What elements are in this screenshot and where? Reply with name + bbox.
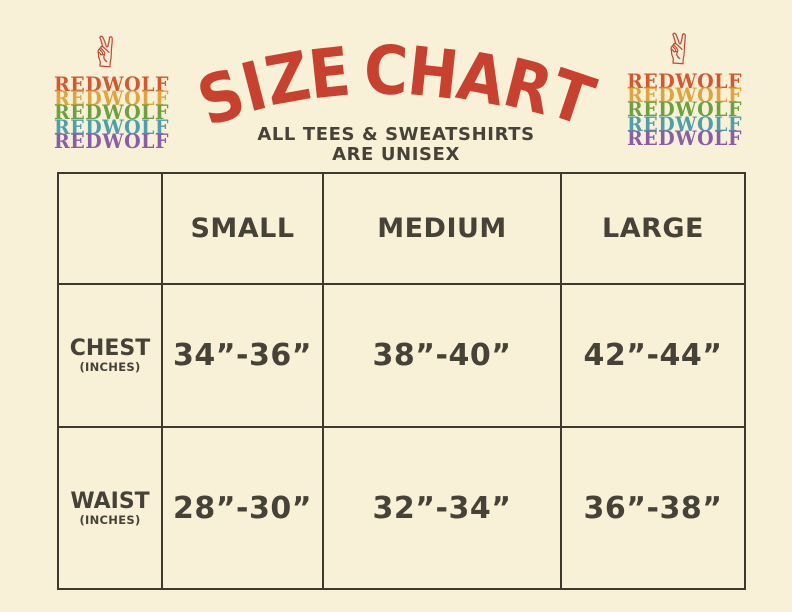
row-unit-text: (INCHES) bbox=[79, 512, 141, 527]
wordmark-row: REDWOLF bbox=[54, 102, 169, 125]
title-letter bbox=[349, 32, 366, 111]
wordmark-row: REDWOLF bbox=[54, 73, 169, 97]
wordmark-row: REDWOLF bbox=[54, 87, 169, 111]
title-letter: I bbox=[233, 46, 275, 129]
table-row-waist: WAIST (INCHES) 28”-30” 32”-34” 36”-38” bbox=[57, 426, 746, 590]
title-letter: E bbox=[305, 32, 355, 116]
table-row-chest: CHEST (INCHES) 34”-36” 38”-40” 42”-44” bbox=[57, 283, 746, 428]
cell-waist-small: 28”-30” bbox=[161, 426, 324, 590]
table-header-row: SMALL MEDIUM LARGE bbox=[57, 172, 746, 285]
wordmark-row: REDWOLF bbox=[627, 84, 742, 108]
cell-chest-large: 42”-44” bbox=[560, 283, 746, 428]
row-unit-text: (INCHES) bbox=[79, 360, 141, 374]
peace-hand-icon: ✌ bbox=[86, 26, 126, 79]
title-letter: R bbox=[495, 43, 560, 132]
title-letter: C bbox=[362, 31, 410, 112]
cell-chest-small: 34”-36” bbox=[161, 283, 324, 428]
subtitle-line2: ARE UNISEX bbox=[332, 144, 460, 165]
row-label-text: CHEST bbox=[69, 336, 151, 361]
title-letter: A bbox=[451, 36, 512, 123]
peace-hand-icon: ✌ bbox=[659, 23, 699, 76]
row-label-chest: CHEST (INCHES) bbox=[57, 283, 163, 428]
corner-cell bbox=[57, 172, 163, 285]
col-header-medium: MEDIUM bbox=[322, 172, 562, 285]
cell-chest-medium: 38”-40” bbox=[322, 283, 562, 428]
col-header-small: SMALL bbox=[161, 172, 324, 285]
cell-waist-large: 36”-38” bbox=[560, 426, 746, 590]
wordmark-row: REDWOLF bbox=[627, 99, 742, 122]
cell-waist-medium: 32”-34” bbox=[322, 426, 562, 590]
size-table: SMALL MEDIUM LARGE CHEST (INCHES) 34”-36… bbox=[57, 172, 746, 590]
brand-logo-left: ✌ REDWOLF REDWOLF REDWOLF REDWOLF REDWOLF bbox=[54, 27, 169, 154]
subtitle-line1: ALL TEES & SWEATSHIRTS bbox=[257, 124, 535, 145]
redwolf-wordmark: REDWOLF REDWOLF REDWOLF REDWOLF REDWOLF bbox=[627, 70, 742, 151]
title-letter: Z bbox=[258, 36, 316, 122]
brand-logo-right: ✌ REDWOLF REDWOLF REDWOLF REDWOLF REDWOLF bbox=[627, 24, 742, 151]
redwolf-wordmark: REDWOLF REDWOLF REDWOLF REDWOLF REDWOLF bbox=[54, 73, 169, 154]
row-label-waist: WAIST (INCHES) bbox=[57, 426, 163, 590]
row-label-text: WAIST bbox=[70, 488, 150, 514]
col-header-large: LARGE bbox=[560, 172, 746, 285]
wordmark-row: REDWOLF bbox=[54, 130, 169, 154]
wordmark-row: REDWOLF bbox=[627, 127, 742, 151]
wordmark-row: REDWOLF bbox=[627, 70, 742, 94]
wordmark-row: REDWOLF bbox=[54, 116, 169, 139]
wordmark-row: REDWOLF bbox=[627, 113, 742, 136]
title-letter: H bbox=[404, 32, 463, 116]
